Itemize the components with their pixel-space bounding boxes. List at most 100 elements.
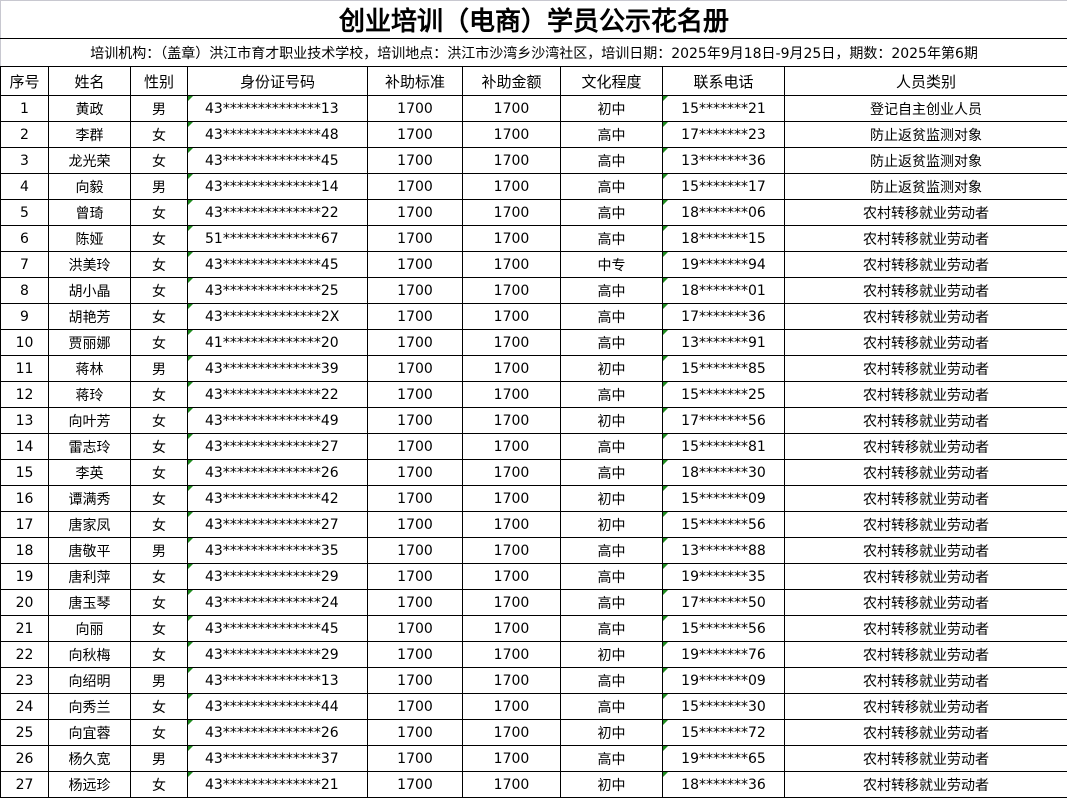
cell-name[interactable]: 唐敬平 xyxy=(49,538,131,564)
cell-id-number[interactable]: 43**************26 xyxy=(188,460,368,486)
cell-category[interactable]: 农村转移就业劳动者 xyxy=(785,512,1067,538)
cell-subsidy-amount[interactable]: 1700 xyxy=(463,304,561,330)
cell-subsidy-standard[interactable]: 1700 xyxy=(368,226,463,252)
cell-name[interactable]: 胡小晶 xyxy=(49,278,131,304)
cell-gender[interactable]: 女 xyxy=(131,512,188,538)
cell-subsidy-amount[interactable]: 1700 xyxy=(463,642,561,668)
cell-subsidy-amount[interactable]: 1700 xyxy=(463,564,561,590)
cell-name[interactable]: 蒋玲 xyxy=(49,382,131,408)
cell-subsidy-amount[interactable]: 1700 xyxy=(463,226,561,252)
cell-phone[interactable]: 19*******35 xyxy=(663,564,785,590)
cell-name[interactable]: 唐家凤 xyxy=(49,512,131,538)
cell-education[interactable]: 高中 xyxy=(561,668,663,694)
cell-id-number[interactable]: 43**************27 xyxy=(188,512,368,538)
cell-id-number[interactable]: 43**************45 xyxy=(188,252,368,278)
cell-category[interactable]: 农村转移就业劳动者 xyxy=(785,694,1067,720)
cell-seq[interactable]: 1 xyxy=(1,96,49,122)
cell-category[interactable]: 农村转移就业劳动者 xyxy=(785,460,1067,486)
cell-education[interactable]: 初中 xyxy=(561,96,663,122)
cell-name[interactable]: 李英 xyxy=(49,460,131,486)
cell-education[interactable]: 高中 xyxy=(561,278,663,304)
cell-phone[interactable]: 15*******72 xyxy=(663,720,785,746)
cell-subsidy-amount[interactable]: 1700 xyxy=(463,538,561,564)
cell-name[interactable]: 向叶芳 xyxy=(49,408,131,434)
cell-gender[interactable]: 女 xyxy=(131,408,188,434)
cell-subsidy-amount[interactable]: 1700 xyxy=(463,720,561,746)
cell-name[interactable]: 向宜蓉 xyxy=(49,720,131,746)
cell-id-number[interactable]: 43**************42 xyxy=(188,486,368,512)
cell-name[interactable]: 杨久宽 xyxy=(49,746,131,772)
cell-phone[interactable]: 15*******56 xyxy=(663,616,785,642)
cell-phone[interactable]: 18*******01 xyxy=(663,278,785,304)
cell-subsidy-amount[interactable]: 1700 xyxy=(463,616,561,642)
cell-subsidy-standard[interactable]: 1700 xyxy=(368,200,463,226)
cell-phone[interactable]: 18*******15 xyxy=(663,226,785,252)
cell-gender[interactable]: 女 xyxy=(131,590,188,616)
cell-gender[interactable]: 女 xyxy=(131,434,188,460)
cell-name[interactable]: 向丽 xyxy=(49,616,131,642)
cell-subsidy-standard[interactable]: 1700 xyxy=(368,356,463,382)
cell-seq[interactable]: 26 xyxy=(1,746,49,772)
cell-name[interactable]: 李群 xyxy=(49,122,131,148)
cell-category[interactable]: 农村转移就业劳动者 xyxy=(785,772,1067,798)
cell-id-number[interactable]: 43**************26 xyxy=(188,720,368,746)
cell-subsidy-amount[interactable]: 1700 xyxy=(463,356,561,382)
cell-phone[interactable]: 15*******85 xyxy=(663,356,785,382)
cell-category[interactable]: 农村转移就业劳动者 xyxy=(785,642,1067,668)
cell-phone[interactable]: 18*******30 xyxy=(663,460,785,486)
cell-subsidy-amount[interactable]: 1700 xyxy=(463,200,561,226)
cell-education[interactable]: 高中 xyxy=(561,616,663,642)
cell-category[interactable]: 农村转移就业劳动者 xyxy=(785,252,1067,278)
cell-name[interactable]: 胡艳芳 xyxy=(49,304,131,330)
cell-subsidy-standard[interactable]: 1700 xyxy=(368,616,463,642)
cell-gender[interactable]: 女 xyxy=(131,252,188,278)
cell-name[interactable]: 雷志玲 xyxy=(49,434,131,460)
cell-subsidy-amount[interactable]: 1700 xyxy=(463,122,561,148)
cell-gender[interactable]: 女 xyxy=(131,564,188,590)
cell-phone[interactable]: 15*******30 xyxy=(663,694,785,720)
cell-id-number[interactable]: 43**************48 xyxy=(188,122,368,148)
cell-gender[interactable]: 女 xyxy=(131,200,188,226)
cell-name[interactable]: 龙光荣 xyxy=(49,148,131,174)
cell-id-number[interactable]: 51**************67 xyxy=(188,226,368,252)
cell-category[interactable]: 农村转移就业劳动者 xyxy=(785,278,1067,304)
cell-seq[interactable]: 2 xyxy=(1,122,49,148)
cell-subsidy-amount[interactable]: 1700 xyxy=(463,330,561,356)
cell-phone[interactable]: 17*******50 xyxy=(663,590,785,616)
cell-subsidy-amount[interactable]: 1700 xyxy=(463,408,561,434)
cell-id-number[interactable]: 43**************24 xyxy=(188,590,368,616)
cell-phone[interactable]: 17*******23 xyxy=(663,122,785,148)
cell-category[interactable]: 登记自主创业人员 xyxy=(785,96,1067,122)
header-subsidy-amount[interactable]: 补助金额 xyxy=(463,67,561,96)
cell-subsidy-amount[interactable]: 1700 xyxy=(463,694,561,720)
cell-subsidy-standard[interactable]: 1700 xyxy=(368,590,463,616)
cell-seq[interactable]: 7 xyxy=(1,252,49,278)
cell-id-number[interactable]: 43**************37 xyxy=(188,746,368,772)
cell-education[interactable]: 高中 xyxy=(561,746,663,772)
cell-education[interactable]: 初中 xyxy=(561,512,663,538)
cell-phone[interactable]: 19*******09 xyxy=(663,668,785,694)
cell-subsidy-amount[interactable]: 1700 xyxy=(463,486,561,512)
cell-phone[interactable]: 15*******25 xyxy=(663,382,785,408)
cell-subsidy-standard[interactable]: 1700 xyxy=(368,642,463,668)
cell-education[interactable]: 高中 xyxy=(561,564,663,590)
cell-id-number[interactable]: 43**************2X xyxy=(188,304,368,330)
cell-subsidy-standard[interactable]: 1700 xyxy=(368,746,463,772)
cell-phone[interactable]: 15*******21 xyxy=(663,96,785,122)
cell-gender[interactable]: 女 xyxy=(131,616,188,642)
cell-seq[interactable]: 24 xyxy=(1,694,49,720)
cell-id-number[interactable]: 43**************14 xyxy=(188,174,368,200)
cell-id-number[interactable]: 43**************29 xyxy=(188,642,368,668)
cell-category[interactable]: 农村转移就业劳动者 xyxy=(785,434,1067,460)
cell-phone[interactable]: 17*******56 xyxy=(663,408,785,434)
cell-seq[interactable]: 19 xyxy=(1,564,49,590)
cell-seq[interactable]: 23 xyxy=(1,668,49,694)
cell-subsidy-amount[interactable]: 1700 xyxy=(463,96,561,122)
cell-subsidy-standard[interactable]: 1700 xyxy=(368,668,463,694)
training-info[interactable]: 培训机构：（盖章）洪江市育才职业技术学校，培训地点：洪江市沙湾乡沙湾社区，培训日… xyxy=(1,39,1067,67)
cell-subsidy-standard[interactable]: 1700 xyxy=(368,694,463,720)
cell-education[interactable]: 高中 xyxy=(561,330,663,356)
cell-id-number[interactable]: 43**************13 xyxy=(188,96,368,122)
cell-subsidy-standard[interactable]: 1700 xyxy=(368,720,463,746)
cell-gender[interactable]: 女 xyxy=(131,486,188,512)
